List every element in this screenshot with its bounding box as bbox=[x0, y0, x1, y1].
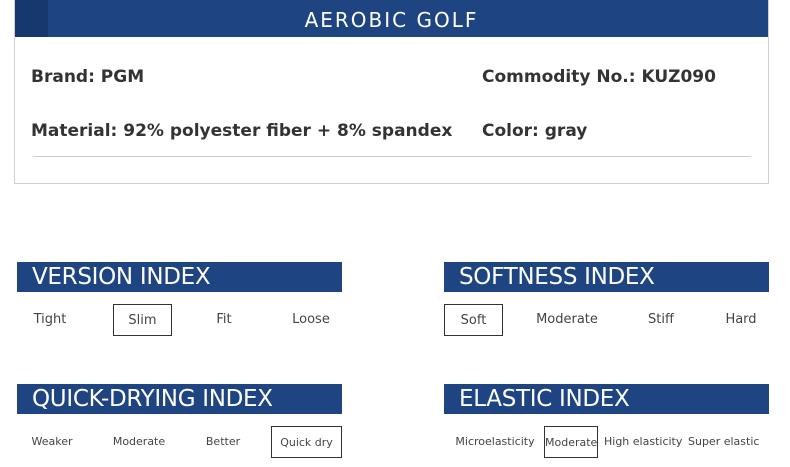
quick-drying-index-bar: QUICK-DRYING INDEX bbox=[17, 384, 342, 414]
version-index-title: VERSION INDEX bbox=[32, 264, 211, 290]
product-info-card: AEROBIC GOLF Brand: PGM Commodity No.: K… bbox=[14, 0, 769, 184]
version-option-tight: Tight bbox=[33, 312, 67, 327]
version-index-bar: VERSION INDEX bbox=[17, 262, 342, 292]
softness-option-moderate: Moderate bbox=[536, 312, 598, 327]
quick-drying-index-title: QUICK-DRYING INDEX bbox=[32, 386, 273, 412]
header-accent-block bbox=[15, 0, 48, 37]
quick-drying-option-better: Better bbox=[205, 435, 241, 448]
elastic-index-title: ELASTIC INDEX bbox=[459, 386, 630, 412]
spec-material: Material: 92% polyester fiber + 8% spand… bbox=[31, 121, 453, 141]
card-divider bbox=[33, 156, 751, 157]
softness-option-soft: Soft bbox=[444, 304, 503, 336]
elastic-option-high-elasticity: High elasticity bbox=[604, 435, 683, 448]
elastic-index: ELASTIC INDEX Microelasticity Moderate H… bbox=[444, 384, 770, 464]
elastic-option-moderate: Moderate bbox=[544, 426, 598, 458]
quick-drying-index: QUICK-DRYING INDEX Weaker Moderate Bette… bbox=[17, 384, 343, 464]
elastic-option-microelasticity: Microelasticity bbox=[455, 435, 535, 448]
quick-drying-option-weaker: Weaker bbox=[31, 435, 73, 448]
version-option-loose: Loose bbox=[292, 312, 330, 327]
softness-option-stiff: Stiff bbox=[648, 312, 674, 327]
quick-drying-option-quick-dry: Quick dry bbox=[271, 426, 342, 458]
card-header: AEROBIC GOLF bbox=[15, 0, 768, 37]
softness-index-title: SOFTNESS INDEX bbox=[459, 264, 655, 290]
version-index: VERSION INDEX Tight Slim Fit Loose bbox=[17, 262, 343, 342]
spec-color: Color: gray bbox=[482, 121, 588, 141]
elastic-index-bar: ELASTIC INDEX bbox=[444, 384, 769, 414]
version-option-fit: Fit bbox=[216, 312, 232, 327]
spec-commodity-no: Commodity No.: KUZ090 bbox=[482, 67, 716, 87]
page-title: AEROBIC GOLF bbox=[304, 8, 479, 32]
elastic-option-super-elastic: Super elastic bbox=[688, 435, 760, 448]
softness-option-hard: Hard bbox=[725, 312, 757, 327]
softness-index-bar: SOFTNESS INDEX bbox=[444, 262, 769, 292]
spec-brand: Brand: PGM bbox=[31, 67, 145, 87]
quick-drying-option-moderate: Moderate bbox=[112, 435, 166, 448]
version-option-slim: Slim bbox=[113, 304, 172, 336]
softness-index: SOFTNESS INDEX Soft Moderate Stiff Hard bbox=[444, 262, 770, 342]
